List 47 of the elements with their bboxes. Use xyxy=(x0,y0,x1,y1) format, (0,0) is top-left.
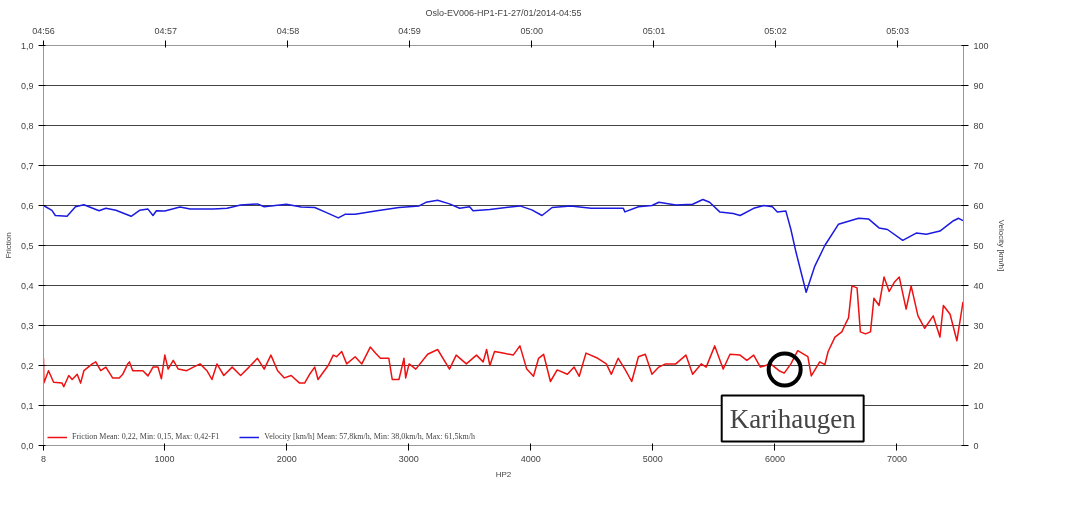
x-tick-label: 4000 xyxy=(520,453,541,464)
y2-tick-label: 60 xyxy=(973,200,984,211)
y-tick-label: 0,7 xyxy=(20,160,34,171)
x-tick-label: 8 xyxy=(41,453,47,464)
x2-tick-label: 04:59 xyxy=(398,25,421,36)
x2-tick-label: 04:58 xyxy=(276,25,300,36)
x-axis-title: HP2 xyxy=(495,469,512,479)
legend-label: Friction Mean: 0,22, Min: 0,15, Max: 0,42-F1 xyxy=(72,432,220,441)
x-tick-label: 3000 xyxy=(398,453,419,464)
legend-label: Velocity [km/h] Mean: 57,8km/h, Min: 38,0km/h, Max: 61,5km/h xyxy=(264,432,475,441)
y2-tick-label: 40 xyxy=(973,280,984,291)
y-axis-title: Friction xyxy=(3,232,13,259)
y-tick-label: 0,1 xyxy=(20,400,34,411)
y-tick-label: 0,6 xyxy=(20,200,34,211)
y-tick-label: 0,9 xyxy=(20,80,34,91)
y-tick-label: 1,0 xyxy=(20,40,34,51)
x2-tick-label: 04:56 xyxy=(32,25,55,36)
x-tick-label: 1000 xyxy=(154,453,175,464)
x2-tick-label: 05:01 xyxy=(642,25,666,36)
y2-tick-label: 100 xyxy=(973,40,989,51)
x2-tick-label: 05:02 xyxy=(764,25,787,36)
chart-title: Oslo-EV006-HP1-F1-27/01/2014-04:55 xyxy=(425,7,582,18)
y2-tick-label: 0 xyxy=(973,440,979,451)
x2-tick-label: 04:57 xyxy=(154,25,177,36)
y2-tick-label: 20 xyxy=(973,360,984,371)
x-tick-label: 2000 xyxy=(276,453,297,464)
y-tick-label: 0,2 xyxy=(20,360,34,371)
y2-tick-label: 50 xyxy=(973,240,984,251)
y2-tick-label: 80 xyxy=(973,120,984,131)
y-tick-label: 0,5 xyxy=(20,240,34,251)
annotation: Karihaugen xyxy=(729,403,857,434)
x-tick-label: 6000 xyxy=(764,453,785,464)
y-tick-label: 0,0 xyxy=(20,440,34,451)
y2-tick-label: 70 xyxy=(973,160,984,171)
x-tick-label: 7000 xyxy=(886,453,907,464)
y2-tick-label: 30 xyxy=(973,320,984,331)
line-series xyxy=(43,198,964,294)
y2-axis-title: Velocity [km/h] xyxy=(996,219,1006,272)
x-tick-label: 5000 xyxy=(642,453,663,464)
y-tick-label: 0,4 xyxy=(20,280,34,291)
y2-tick-label: 10 xyxy=(973,400,984,411)
y-tick-label: 0,3 xyxy=(20,320,34,331)
x2-tick-label: 05:00 xyxy=(520,25,543,36)
y2-tick-label: 90 xyxy=(973,80,984,91)
y-tick-label: 0,8 xyxy=(20,120,34,131)
x2-tick-label: 05:03 xyxy=(886,25,909,36)
line-series xyxy=(43,276,964,388)
